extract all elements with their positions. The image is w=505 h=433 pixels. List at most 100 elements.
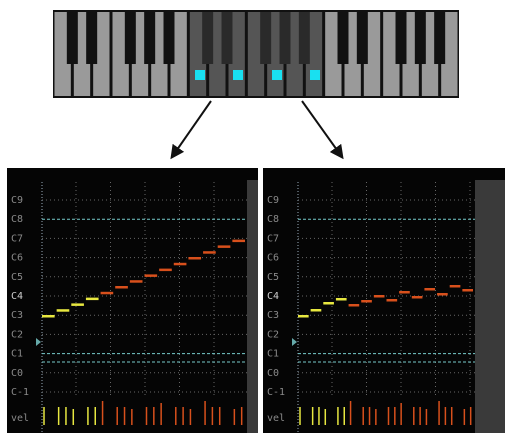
note (203, 251, 216, 254)
note (71, 303, 84, 306)
black-key (434, 12, 446, 64)
white-key (247, 12, 265, 96)
white-key (421, 12, 439, 96)
note (348, 304, 360, 307)
white-key (344, 12, 361, 96)
note (100, 291, 114, 295)
black-key (260, 12, 272, 64)
note (449, 285, 461, 288)
black-key (414, 12, 426, 64)
black-key (221, 12, 233, 64)
note (399, 291, 410, 294)
white-key (383, 12, 400, 96)
pitch-label: C1 (11, 349, 23, 360)
scroll-strip (247, 180, 258, 433)
note (373, 295, 385, 298)
note (188, 257, 202, 260)
white-key (131, 12, 149, 96)
note (298, 315, 309, 318)
note (232, 239, 245, 243)
panel-background (263, 168, 505, 433)
note (56, 309, 70, 312)
white-key (325, 12, 342, 96)
pitch-label: C1 (267, 349, 279, 360)
piano-roll-panel: C9 C8 C7 C6 C5 C4 C3 C2 C1 C0 C-1 vel (7, 168, 258, 433)
pitch-label: C4 (267, 291, 279, 302)
note (462, 289, 473, 292)
black-key (337, 12, 349, 64)
pitch-label: C9 (267, 195, 279, 206)
selected-key-marker (310, 70, 320, 80)
pitch-label: C3 (267, 310, 279, 321)
black-key (163, 12, 175, 64)
arrow (170, 100, 212, 160)
note (217, 245, 231, 248)
white-key (363, 12, 381, 96)
note (85, 297, 99, 301)
pitch-label: C8 (11, 214, 23, 225)
black-key (298, 12, 310, 64)
note (411, 296, 423, 299)
pitch-label: C0 (267, 368, 279, 379)
note (173, 262, 187, 266)
white-key (151, 12, 168, 96)
playhead-marker (36, 338, 41, 346)
pitch-label: C9 (11, 195, 23, 206)
pitch-label: C0 (11, 368, 23, 379)
piano-roll-panel: C9 C8 C7 C6 C5 C4 C3 C2 C1 C0 C-1 vel (263, 168, 505, 433)
pitch-label: C5 (11, 272, 23, 283)
black-key (144, 12, 156, 64)
pitch-label: C6 (11, 253, 23, 264)
arrow (301, 100, 344, 160)
playhead-marker (292, 338, 297, 346)
selected-key-marker (195, 70, 205, 80)
white-key (93, 12, 110, 96)
panels: C9 C8 C7 C6 C5 C4 C3 C2 C1 C0 C-1 vel C9 C8 C7 C6 C5 C4 C3… (7, 168, 505, 433)
note (437, 293, 448, 296)
black-key (202, 12, 214, 64)
pitch-label: C8 (267, 214, 279, 225)
pitch-label: C4 (11, 291, 23, 302)
note (386, 299, 398, 302)
white-key (209, 12, 226, 96)
panel-background (7, 168, 258, 433)
pitch-label: C6 (267, 253, 279, 264)
note (361, 300, 372, 303)
black-key (124, 12, 136, 64)
selected-key-marker (233, 70, 243, 80)
black-key (356, 12, 368, 64)
note (144, 274, 158, 277)
white-key (54, 12, 71, 96)
black-key (395, 12, 407, 64)
white-key (286, 12, 303, 96)
pitch-label: C-1 (267, 387, 285, 398)
black-key (86, 12, 98, 64)
note (115, 286, 128, 289)
white-key (441, 12, 458, 96)
pitch-label: C-1 (11, 387, 29, 398)
white-key (170, 12, 187, 96)
black-key (279, 12, 291, 64)
pitch-label: C2 (11, 329, 23, 340)
selected-key-marker (272, 70, 282, 80)
scroll-strip (475, 180, 505, 433)
note (424, 288, 436, 291)
note (129, 280, 143, 283)
black-key (66, 12, 78, 64)
note (310, 309, 322, 312)
note (42, 315, 55, 318)
pitch-label: C2 (267, 329, 279, 340)
note (323, 302, 334, 305)
white-key (112, 12, 129, 96)
pitch-label: C5 (267, 272, 279, 283)
velocity-label: vel (11, 413, 29, 424)
note (335, 298, 347, 301)
velocity-label: vel (267, 413, 285, 424)
note (159, 268, 172, 272)
keyboard (53, 10, 459, 98)
pitch-label: C7 (11, 233, 23, 244)
pitch-label: C7 (267, 233, 279, 244)
white-key (73, 12, 91, 96)
white-key (402, 12, 419, 96)
